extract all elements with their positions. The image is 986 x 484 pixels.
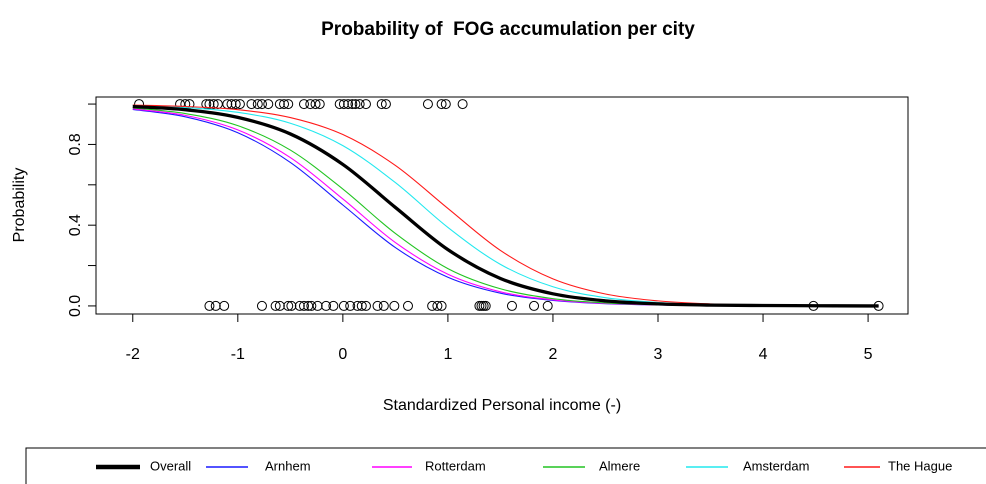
x-tick-label: 4: [759, 346, 768, 363]
data-point: [352, 300, 363, 311]
plot-frame: [95, 96, 909, 315]
legend-label: Arnhem: [265, 458, 311, 473]
data-point: [542, 300, 553, 311]
data-point: [263, 99, 274, 110]
data-point: [440, 99, 451, 110]
data-point: [298, 300, 309, 311]
x-tick-label: 3: [654, 346, 663, 363]
x-tick-label: -1: [231, 346, 245, 363]
data-point: [274, 99, 285, 110]
x-axis-label: Standardized Personal income (-): [383, 397, 621, 414]
x-tick-label: 0: [338, 346, 347, 363]
data-point: [306, 300, 317, 311]
series-line: [132, 108, 879, 307]
data-point: [378, 300, 389, 311]
data-point: [310, 99, 321, 110]
data-point: [208, 99, 219, 110]
data-point: [350, 99, 361, 110]
data-point: [389, 300, 400, 311]
data-point: [256, 99, 267, 110]
data-point: [294, 300, 305, 311]
data-point: [252, 99, 263, 110]
data-point: [480, 300, 491, 311]
data-point: [432, 300, 443, 311]
data-point: [343, 99, 354, 110]
data-point: [529, 300, 540, 311]
data-point: [312, 300, 323, 311]
data-point: [506, 300, 517, 311]
data-point: [234, 99, 245, 110]
data-point: [305, 99, 316, 110]
data-point: [356, 300, 367, 311]
y-tick-label: 0.8: [67, 133, 84, 155]
data-point: [334, 99, 345, 110]
series-line: [132, 104, 879, 308]
data-point: [270, 300, 281, 311]
series-line: [132, 108, 879, 307]
data-point: [354, 99, 365, 110]
legend-label: Almere: [599, 458, 640, 473]
series-line: [132, 107, 879, 307]
data-point: [321, 300, 332, 311]
chart-title: Probability of FOG accumulation per city: [321, 19, 695, 40]
data-point: [298, 99, 309, 110]
x-tick-label: -2: [126, 346, 140, 363]
data-point: [422, 99, 433, 110]
data-point: [219, 300, 230, 311]
data-point: [283, 300, 294, 311]
data-point: [204, 99, 215, 110]
legend-label: Rotterdam: [425, 458, 486, 473]
data-point: [283, 99, 294, 110]
data-point: [338, 300, 349, 311]
data-point: [279, 99, 290, 110]
series-line: [132, 104, 879, 307]
data-point: [436, 99, 447, 110]
data-point: [210, 300, 221, 311]
x-tick-label: 1: [443, 346, 452, 363]
x-tick-label: 2: [548, 346, 557, 363]
x-tick-label: 5: [864, 346, 873, 363]
data-point: [457, 99, 468, 110]
data-point: [372, 300, 383, 311]
legend-box: [25, 447, 986, 484]
data-point: [360, 300, 371, 311]
data-point: [402, 300, 413, 311]
data-point: [204, 300, 215, 311]
legend-label: The Hague: [888, 458, 952, 473]
data-point: [274, 300, 285, 311]
data-point: [328, 300, 339, 311]
data-point: [314, 99, 325, 110]
data-point: [345, 300, 356, 311]
data-point: [256, 300, 267, 311]
y-tick-label: 0.4: [67, 214, 84, 236]
data-point: [338, 99, 349, 110]
data-point: [360, 99, 371, 110]
data-point: [427, 300, 438, 311]
data-point: [246, 99, 257, 110]
data-point: [436, 300, 447, 311]
data-point: [347, 99, 358, 110]
data-point: [286, 300, 297, 311]
data-point: [376, 99, 387, 110]
data-point: [226, 99, 237, 110]
data-point: [230, 99, 241, 110]
legend-label: Overall: [150, 458, 191, 473]
data-point: [380, 99, 391, 110]
legend-label: Amsterdam: [743, 458, 809, 473]
y-axis-label: Probability: [11, 168, 28, 243]
y-tick-label: 0.0: [67, 295, 84, 317]
